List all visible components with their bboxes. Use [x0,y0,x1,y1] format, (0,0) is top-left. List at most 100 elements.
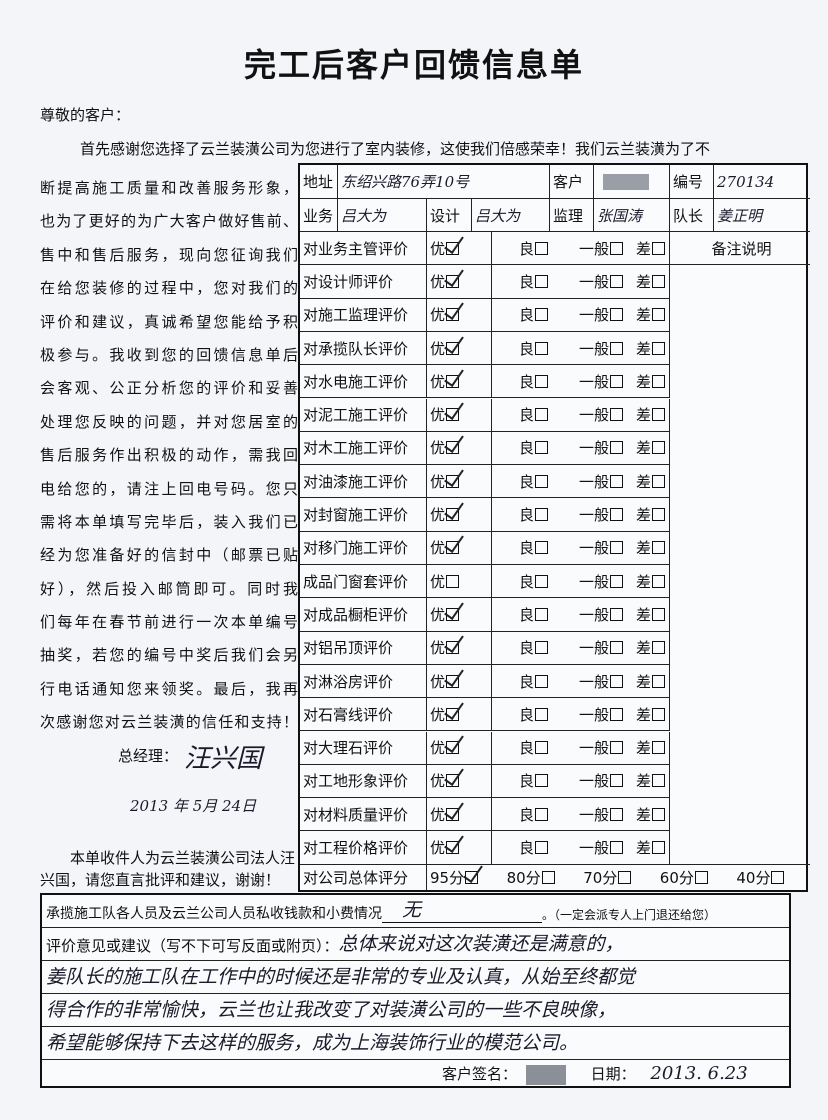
rating-option-差[interactable]: 差 [627,731,670,765]
rating-option-优[interactable]: 优 [427,498,492,532]
checkbox[interactable] [444,365,464,388]
checkbox[interactable] [652,841,665,855]
checkbox[interactable] [535,841,548,855]
checkbox[interactable] [610,574,623,588]
rating-option-优[interactable]: 优 [427,764,492,799]
rating-option-良[interactable]: 良 [492,732,552,765]
checkbox[interactable] [463,864,483,884]
checkbox[interactable] [444,731,464,755]
rating-option-一般[interactable]: 一般 [552,465,627,499]
rating-option-一般[interactable]: 一般 [552,399,627,432]
checkbox[interactable] [610,441,623,455]
checkbox[interactable] [652,441,665,455]
rating-option-优[interactable]: 优 [427,831,492,865]
checkbox[interactable] [444,331,464,355]
rating-option-良[interactable]: 良 [492,532,552,565]
rating-option-一般[interactable]: 一般 [552,365,627,399]
checkbox[interactable] [444,398,464,422]
checkbox[interactable] [541,870,555,884]
rating-option-良[interactable]: 良 [492,332,552,366]
checkbox[interactable] [610,674,623,688]
checkbox[interactable] [652,741,665,755]
checkbox[interactable] [535,274,548,288]
checkbox[interactable] [610,641,623,655]
checkbox[interactable] [444,232,464,255]
checkbox[interactable] [535,541,548,555]
rating-option-差[interactable]: 差 [627,398,670,432]
checkbox[interactable] [694,870,708,884]
checkbox[interactable] [535,574,548,588]
rating-option-良[interactable]: 良 [492,765,552,799]
checkbox[interactable] [444,664,464,688]
rating-option-良[interactable]: 良 [492,465,552,499]
checkbox[interactable] [535,807,548,821]
rating-option-优[interactable]: 优 [427,431,492,466]
checkbox[interactable] [535,607,548,621]
checkbox[interactable] [444,764,464,788]
checkbox[interactable] [444,531,464,555]
checkbox[interactable] [610,241,623,255]
checkbox[interactable] [652,508,665,522]
checkbox[interactable] [610,341,623,355]
rating-option-优[interactable]: 优 [427,465,492,499]
rating-option-优[interactable]: 优 [427,232,492,266]
checkbox[interactable] [652,607,665,621]
rating-option-差[interactable]: 差 [627,598,670,632]
rating-option-差[interactable]: 差 [627,698,670,732]
checkbox[interactable] [444,631,464,655]
checkbox[interactable] [535,408,548,422]
checkbox[interactable] [652,641,665,655]
checkbox[interactable] [771,870,785,884]
checkbox[interactable] [652,574,665,588]
rating-option-优[interactable]: 优 [427,531,492,565]
captain-field[interactable]: 姜正明 [714,199,810,232]
rating-option-一般[interactable]: 一般 [552,831,627,865]
checkbox[interactable] [610,508,623,522]
rating-option-一般[interactable]: 一般 [552,432,627,466]
comment-line[interactable]: 姜队长的施工队在工作中的时候还是非常的专业及认真，从始至终都觉 [46,966,636,988]
checkbox[interactable] [618,870,632,884]
rating-option-良[interactable]: 良 [492,232,552,266]
rating-option-差[interactable]: 差 [627,831,670,865]
rating-option-优[interactable]: 优 [427,298,492,332]
rating-option-良[interactable]: 良 [492,265,552,299]
overall-option[interactable]: 40分 [733,865,810,890]
rating-option-良[interactable]: 良 [492,565,552,599]
rating-option-良[interactable]: 良 [492,665,552,699]
checkbox[interactable] [535,674,548,688]
checkbox[interactable] [446,574,460,588]
rating-option-差[interactable]: 差 [627,565,670,599]
overall-option[interactable]: 80分 [504,865,581,890]
rating-option-差[interactable]: 差 [627,232,670,266]
customer-field[interactable] [594,165,670,199]
rating-option-差[interactable]: 差 [627,631,670,665]
comment-line[interactable]: 得合作的非常愉快，云兰也让我改变了对装潢公司的一些不良映像， [46,999,617,1021]
design-field[interactable]: 吕大为 [472,199,550,232]
checkbox[interactable] [535,241,548,255]
comment-line[interactable]: 希望能够保持下去这样的服务，成为上海装饰行业的模范公司。 [46,1032,579,1054]
rating-option-良[interactable]: 良 [492,798,552,832]
checkbox[interactable] [444,265,464,288]
rating-option-优[interactable]: 优 [427,598,492,632]
checkbox[interactable] [535,441,548,455]
checkbox[interactable] [652,308,665,322]
rating-option-差[interactable]: 差 [627,298,670,332]
rating-option-差[interactable]: 差 [627,798,670,832]
checkbox[interactable] [444,498,464,522]
checkbox[interactable] [652,541,665,555]
checkbox[interactable] [535,774,548,788]
checkbox[interactable] [652,408,665,422]
rating-option-一般[interactable]: 一般 [552,698,627,732]
rating-option-良[interactable]: 良 [492,365,552,399]
rating-option-一般[interactable]: 一般 [552,732,627,765]
rating-option-良[interactable]: 良 [492,831,552,865]
rating-option-优[interactable]: 优 [427,331,492,366]
rating-option-良[interactable]: 良 [492,698,552,732]
checkbox[interactable] [652,774,665,788]
rating-option-良[interactable]: 良 [492,498,552,532]
checkbox[interactable] [444,298,464,322]
rating-option-优[interactable]: 优 [427,664,492,699]
comment-line[interactable]: 总体来说对这次装潢还是满意的， [338,933,624,955]
checkbox[interactable] [610,841,623,855]
checkbox[interactable] [610,274,623,288]
